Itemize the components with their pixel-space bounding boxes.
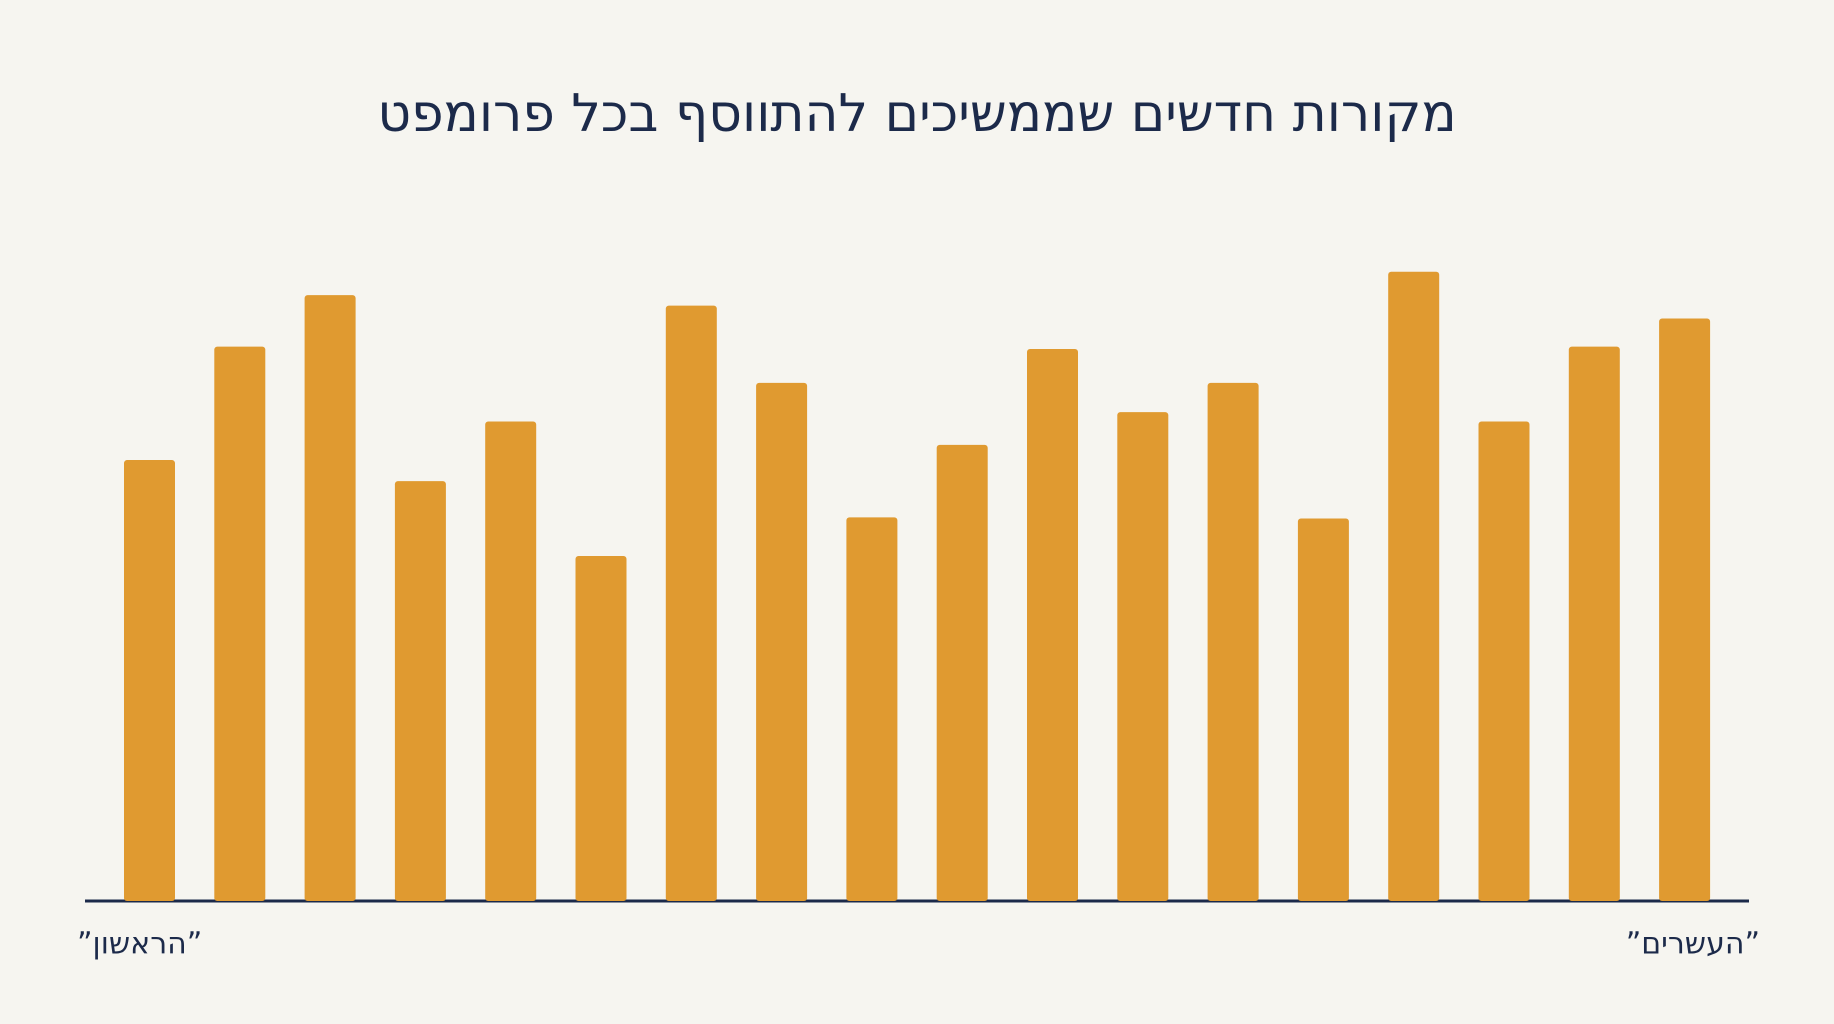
bar [1297,518,1349,901]
bar [846,517,898,901]
bar [1478,421,1530,901]
bar [936,444,988,901]
bar [1388,271,1440,901]
bar [214,346,266,901]
bar [665,305,717,902]
bar [1659,318,1711,902]
bar [575,555,627,901]
bar [124,460,175,901]
bar [1027,348,1078,901]
bar [394,481,446,901]
bar [304,295,356,901]
bar [485,421,537,901]
x-tick-label: ”העשרים” [1626,927,1760,962]
bar [1117,412,1169,901]
chart-title: מקורות חדשים שממשיכים להתווסף בכל פרומפט [377,84,1456,144]
x-tick-label: ”הראשון” [77,927,202,962]
bar [1207,382,1259,901]
bar [1568,346,1620,901]
bar [756,382,808,901]
